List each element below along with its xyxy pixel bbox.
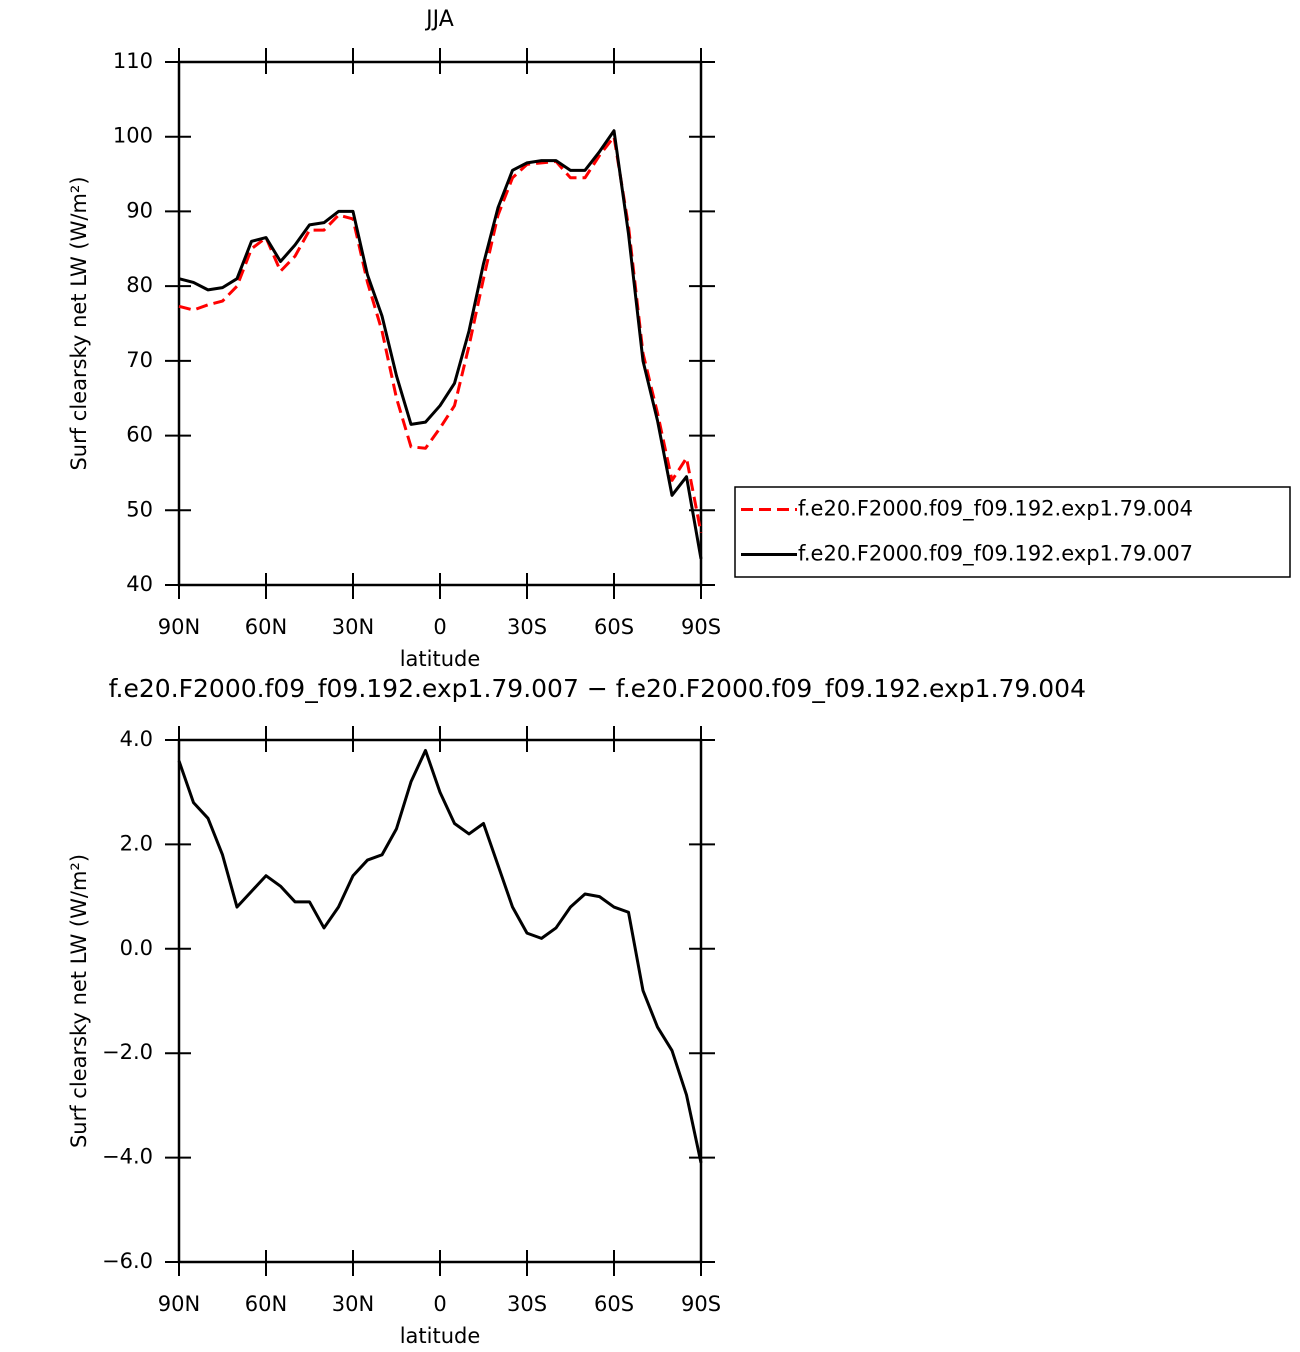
y-tick-label: 40 — [126, 572, 153, 596]
x-tick-label: 90N — [158, 615, 200, 639]
plot-frame — [177, 738, 703, 1264]
y-tick-label: 70 — [126, 348, 153, 372]
y-tick-label: 90 — [126, 198, 153, 222]
chart-title: JJA — [424, 7, 454, 32]
y-tick-label: 50 — [126, 497, 153, 521]
x-tick-label: 30S — [507, 615, 547, 639]
y-tick-label: 110 — [113, 49, 153, 73]
x-tick-label: 90S — [681, 615, 721, 639]
data-line — [178, 129, 703, 560]
y-tick-label: 80 — [126, 273, 153, 297]
y-tick-label: −2.0 — [102, 1040, 153, 1064]
x-tick-label: 0 — [433, 1292, 446, 1316]
y-tick-label: 0.0 — [120, 936, 153, 960]
y-tick-label: 2.0 — [120, 831, 153, 855]
legend-label: f.e20.F2000.f09_f09.192.exp1.79.004 — [798, 497, 1193, 522]
x-tick-label: 60S — [594, 615, 634, 639]
x-tick-label: 30N — [332, 615, 374, 639]
x-tick-label: 0 — [433, 615, 446, 639]
chart-title: f.e20.F2000.f09_f09.192.exp1.79.007 − f.… — [109, 674, 1086, 703]
y-axis-label: Surf clearsky net LW (W/m²) — [67, 854, 91, 1148]
x-tick-label: 90N — [158, 1292, 200, 1316]
y-axis-label: Surf clearsky net LW (W/m²) — [67, 176, 91, 470]
x-tick-label: 90S — [681, 1292, 721, 1316]
y-tick-label: 4.0 — [120, 727, 153, 751]
plot-frame — [177, 60, 703, 587]
x-axis-label: latitude — [400, 1324, 481, 1348]
legend-box — [734, 486, 1291, 578]
y-tick-label: 100 — [113, 124, 153, 148]
legend-label: f.e20.F2000.f09_f09.192.exp1.79.007 — [798, 542, 1193, 567]
x-tick-label: 30N — [332, 1292, 374, 1316]
x-tick-label: 60N — [245, 1292, 287, 1316]
data-line — [177, 748, 703, 1164]
y-tick-label: 60 — [126, 423, 153, 447]
y-tick-label: −4.0 — [102, 1145, 153, 1169]
y-tick-label: −6.0 — [102, 1249, 153, 1273]
x-tick-label: 60N — [245, 615, 287, 639]
x-tick-label: 30S — [507, 1292, 547, 1316]
x-axis-label: latitude — [400, 647, 481, 671]
x-tick-label: 60S — [594, 1292, 634, 1316]
